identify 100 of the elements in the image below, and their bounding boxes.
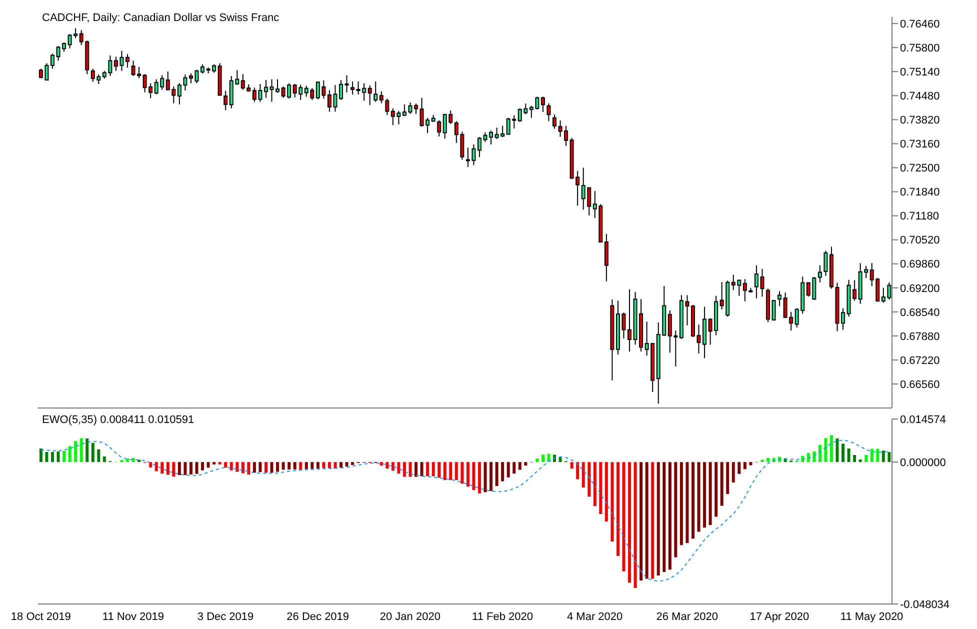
bar (506, 462, 510, 478)
bar (760, 460, 764, 462)
bar (206, 462, 210, 468)
y-tick-label: 0.000000 (900, 456, 946, 469)
bar (824, 438, 828, 462)
bar (39, 448, 42, 462)
bar (178, 462, 181, 476)
bar (97, 449, 100, 462)
bar (858, 459, 862, 462)
y-tick-label: 0.69200 (900, 282, 940, 295)
bar (432, 462, 435, 476)
chart-title: EWO(5,35) 0.008411 0.010591 (42, 414, 194, 426)
bar (518, 462, 522, 470)
x-tick-label: 17 Apr 2020 (750, 610, 810, 623)
bar (120, 460, 124, 462)
bar (478, 462, 481, 494)
y-tick-label: 0.68540 (900, 306, 940, 319)
bar (386, 462, 389, 469)
bar (160, 462, 164, 474)
bar (86, 438, 89, 462)
bar (645, 462, 648, 579)
bar (610, 462, 614, 542)
bar (870, 448, 874, 462)
bar (102, 456, 106, 462)
bar (426, 462, 430, 476)
bar (304, 462, 308, 470)
bar (230, 462, 233, 470)
bar (634, 462, 637, 588)
bar (380, 462, 383, 466)
bar (126, 458, 129, 462)
bar (812, 451, 816, 462)
bar (460, 462, 464, 484)
y-tick-label: 0.69860 (900, 258, 940, 271)
bar (484, 462, 487, 492)
bar (576, 462, 580, 480)
bar (252, 462, 256, 473)
bar (691, 462, 694, 539)
bar (593, 462, 596, 506)
candlestick (374, 80, 378, 102)
bar (836, 438, 839, 462)
bar (345, 462, 348, 466)
bar (524, 462, 528, 466)
x-tick-label: 18 Oct 2019 (10, 610, 71, 623)
bar (743, 462, 746, 470)
bar (270, 462, 274, 473)
bar (651, 462, 654, 579)
bar (184, 462, 187, 476)
bar (282, 462, 285, 470)
bar (466, 462, 470, 487)
bar (247, 462, 250, 474)
bar (408, 462, 412, 477)
y-tick-label: 0.67220 (900, 354, 940, 367)
y-tick-label: -0.048034 (900, 598, 950, 611)
bar (668, 462, 672, 570)
chart-title: CADCHF, Daily: Canadian Dollar vs Swiss Franc (42, 12, 280, 24)
bar (604, 462, 608, 522)
y-tick-label: 0.66560 (900, 378, 940, 391)
candlestick (414, 103, 418, 114)
bar (628, 462, 632, 583)
bar (276, 462, 280, 472)
candlestick (540, 96, 545, 113)
candlestick (604, 233, 608, 282)
y-tick-label: 0.74480 (900, 90, 940, 103)
bar (454, 462, 458, 480)
bar (402, 462, 406, 477)
bar (56, 451, 60, 462)
bar (391, 462, 394, 471)
candlestick (125, 54, 130, 68)
bar (662, 462, 666, 572)
bar (876, 448, 880, 462)
x-tick-label: 11 Nov 2019 (102, 610, 164, 623)
bar (154, 462, 158, 472)
bar (241, 462, 244, 474)
bar (720, 462, 724, 506)
bar (640, 462, 643, 581)
bar (864, 454, 868, 462)
x-tick-label: 26 Mar 2020 (656, 610, 718, 623)
line-series (40, 440, 890, 582)
bar (888, 452, 891, 462)
bar (189, 462, 192, 474)
bar (703, 462, 706, 528)
x-tick-label: 26 Dec 2019 (286, 610, 350, 623)
candlestick (344, 74, 349, 93)
bar (443, 462, 446, 480)
candlestick (338, 79, 343, 101)
x-tick-label: 4 Mar 2020 (567, 610, 623, 623)
bar (397, 462, 400, 474)
bar (582, 462, 585, 488)
candlestick (50, 53, 54, 70)
y-tick-label: 0.73160 (900, 138, 940, 151)
bar (80, 438, 83, 462)
candlestick (200, 64, 205, 74)
y-tick-label: 0.67880 (900, 330, 940, 343)
bar (570, 462, 574, 469)
bar (495, 462, 498, 486)
y-tick-label: 0.72500 (900, 162, 940, 175)
y-tick-label: 0.014574 (900, 414, 946, 426)
candlestick (546, 102, 551, 122)
candlestick (350, 80, 355, 96)
bar (674, 462, 678, 558)
